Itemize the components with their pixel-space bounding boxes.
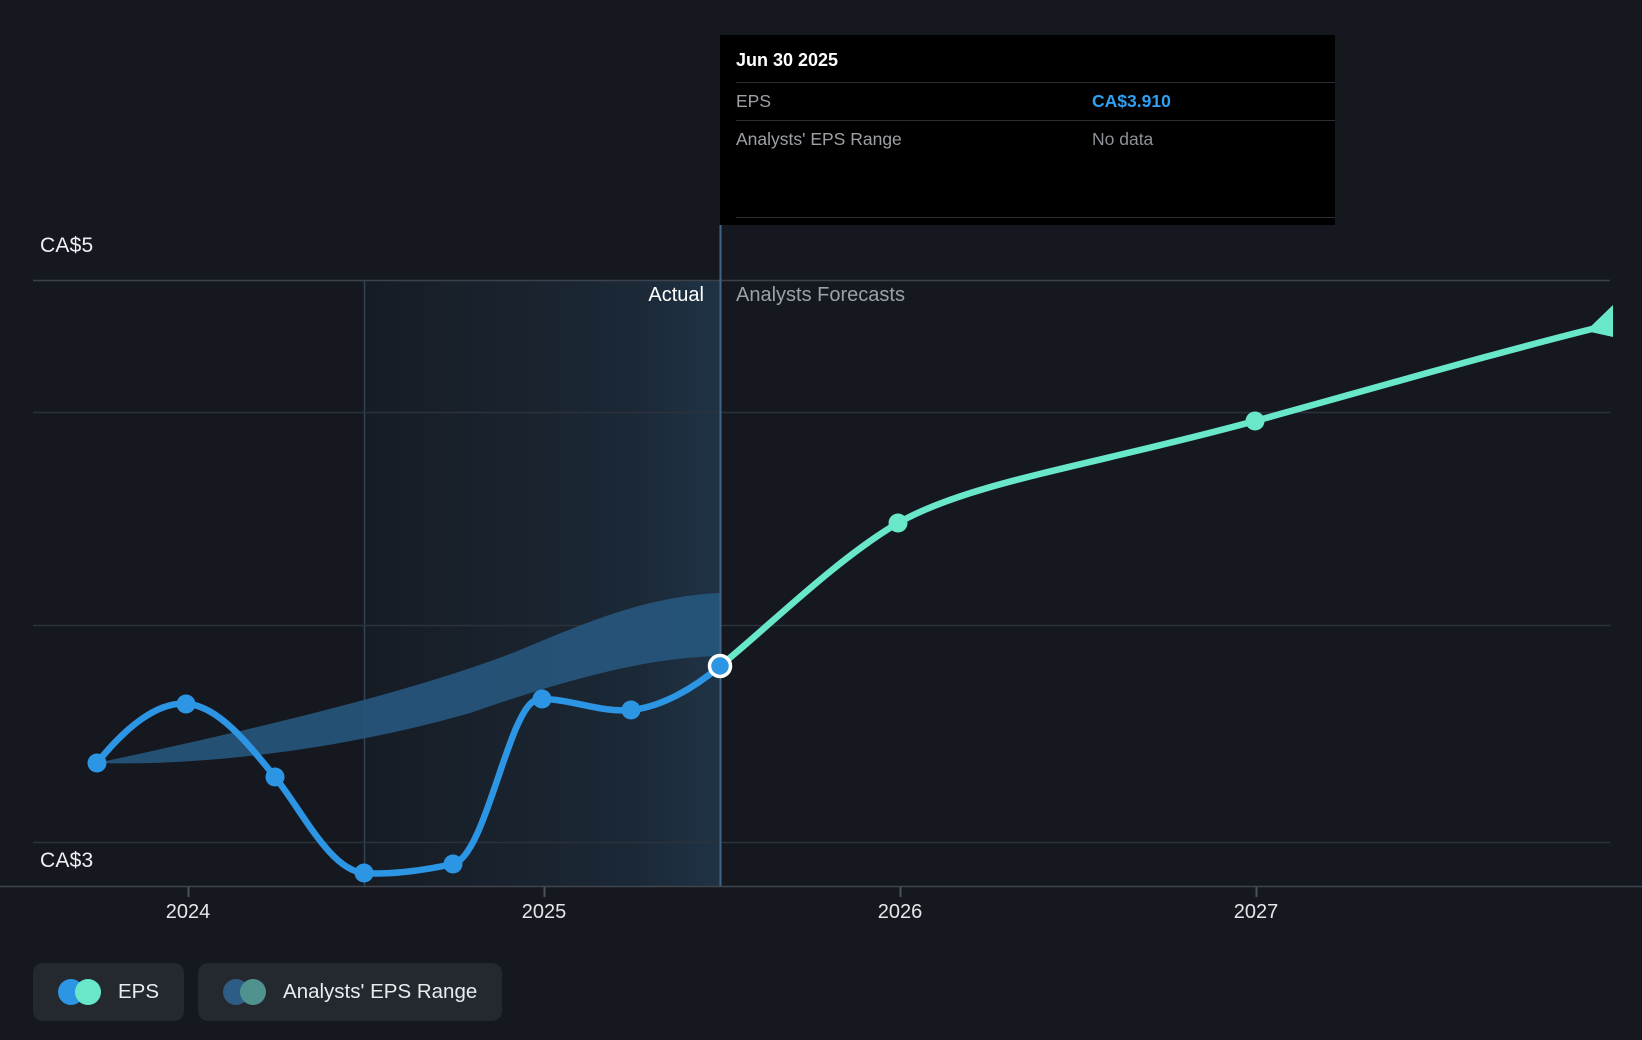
x-axis-label-2027: 2027 <box>1233 901 1279 923</box>
eps-point-2024-06[interactable] <box>354 863 374 883</box>
legend-eps-label: EPS <box>118 980 160 1003</box>
eps-point-forecast-2025-12[interactable] <box>888 513 908 533</box>
eps-point-2024-09[interactable] <box>443 854 463 874</box>
actual-zone-label: Actual <box>648 284 704 306</box>
legend: EPS Analysts' EPS Range <box>33 963 503 1021</box>
forecast-zone-label: Analysts Forecasts <box>736 284 905 306</box>
eps-point-2024-03[interactable] <box>265 767 285 787</box>
eps-series-icon <box>58 979 101 1005</box>
tooltip: Jun 30 2025 EPS CA$3.910 Analysts' EPS R… <box>720 35 1335 225</box>
eps-forecast-line <box>716 323 1604 670</box>
eps-point-2025-06-selected[interactable] <box>707 653 733 679</box>
tooltip-divider <box>736 82 1335 83</box>
legend-item-analysts-eps-range[interactable]: Analysts' EPS Range <box>198 963 503 1021</box>
eps-point-forecast-2026-12[interactable] <box>1245 411 1265 431</box>
analysts-range-series-icon <box>223 979 267 1005</box>
tooltip-eps-label: EPS <box>736 91 772 111</box>
eps-point-2023-09[interactable] <box>87 753 107 773</box>
x-axis-label-2024: 2024 <box>165 901 211 923</box>
tooltip-range-label: Analysts' EPS Range <box>736 129 902 149</box>
x-axis-label-2026: 2026 <box>877 901 923 923</box>
eps-point-2024-12[interactable] <box>532 689 552 709</box>
tooltip-divider <box>736 120 1335 121</box>
x-axis-label-2025: 2025 <box>521 901 567 923</box>
forecast-end-arrow-icon <box>1586 305 1613 337</box>
tooltip-row-eps: EPS CA$3.910 <box>720 83 1335 120</box>
legend-item-eps[interactable]: EPS <box>33 963 185 1021</box>
analysts-eps-range-band <box>97 593 720 764</box>
y-axis-label-bottom: CA$3 <box>40 849 94 872</box>
legend-range-label: Analysts' EPS Range <box>283 980 478 1003</box>
tooltip-eps-value: CA$3.910 <box>1092 91 1171 111</box>
eps-point-2025-03[interactable] <box>621 700 641 720</box>
tooltip-date: Jun 30 2025 <box>736 50 839 70</box>
eps-point-2023-12[interactable] <box>176 694 196 714</box>
tooltip-row-range: Analysts' EPS Range No data <box>720 121 1335 158</box>
past-year-highlight <box>364 281 720 886</box>
tooltip-bottom-divider <box>736 217 1335 218</box>
tooltip-range-value: No data <box>1092 129 1154 149</box>
y-axis-label-top: CA$5 <box>40 234 94 257</box>
